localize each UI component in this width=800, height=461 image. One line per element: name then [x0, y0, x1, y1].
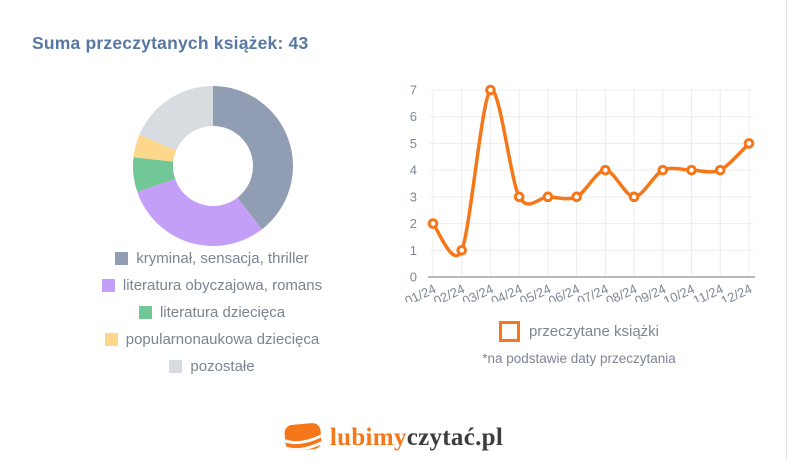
legend-label: kryminał, sensacja, thriller — [136, 250, 309, 267]
x-tick-label: 12/24 — [718, 281, 754, 302]
y-tick-label: 5 — [410, 136, 417, 151]
donut-slice — [213, 86, 293, 230]
data-point — [571, 191, 582, 203]
chart-footnote: *na podstawie daty przeczytania — [482, 351, 676, 366]
donut-legend-item[interactable]: literatura obyczajowa, romans — [101, 272, 323, 299]
x-tick-label: 10/24 — [661, 281, 697, 302]
legend-swatch — [169, 360, 183, 373]
logo-text-czytac: czytać.pl — [406, 423, 504, 451]
data-point — [542, 191, 554, 203]
y-tick-label: 2 — [410, 216, 417, 231]
data-point — [628, 191, 640, 203]
legend-swatch — [115, 252, 129, 265]
page-title: Suma przeczytanych książek: 43 — [32, 33, 309, 53]
y-tick-label: 0 — [410, 270, 417, 285]
legend-label: popularnonaukowa dziecięca — [125, 331, 320, 348]
data-point — [427, 218, 439, 229]
data-point — [657, 164, 669, 176]
page-right-border — [786, 0, 787, 461]
data-point — [485, 84, 496, 96]
logo-text-lubimy: lubimy — [329, 423, 407, 451]
donut-legend: kryminał, sensacja, thriller literatura o… — [0, 245, 424, 380]
donut-slice — [139, 86, 213, 151]
donut-legend-item[interactable]: kryminał, sensacja, thriller — [115, 245, 309, 272]
y-tick-label: 1 — [410, 243, 417, 258]
logo-text: lubimyczytać.pl — [330, 424, 503, 452]
donut-slice — [133, 134, 177, 162]
donut-slice — [132, 157, 176, 192]
line-legend-swatch — [498, 321, 520, 342]
data-point — [513, 191, 525, 203]
data-point — [600, 164, 611, 176]
books-stack-icon — [283, 423, 322, 452]
line-legend-label: przeczytane książki — [528, 323, 660, 340]
series-line — [431, 88, 751, 258]
y-tick-label: 3 — [410, 189, 417, 204]
data-point — [686, 164, 697, 176]
donut-legend-item[interactable]: pozostałe — [169, 353, 255, 380]
data-point — [743, 138, 755, 149]
donut-chart — [132, 86, 293, 247]
legend-label: literatura dziecięca — [159, 304, 286, 321]
data-point — [456, 244, 468, 256]
legend-swatch — [104, 333, 118, 346]
line-chart: 0123456701/2402/2403/2404/2405/2406/2407… — [402, 83, 755, 302]
site-logo[interactable]: lubimyczytać.pl — [0, 421, 786, 454]
legend-swatch — [138, 306, 152, 319]
legend-swatch — [101, 279, 115, 292]
data-point — [714, 164, 726, 176]
y-tick-label: 6 — [410, 109, 417, 124]
line-legend-item[interactable]: przeczytane książki — [393, 321, 765, 342]
donut-slice — [137, 178, 262, 247]
donut-legend-item[interactable]: popularnonaukowa dziecięca — [104, 326, 320, 353]
y-tick-label: 4 — [410, 163, 417, 178]
legend-label: literatura obyczajowa, romans — [122, 277, 323, 294]
donut-legend-item[interactable]: literatura dziecięca — [138, 299, 286, 326]
y-tick-label: 7 — [410, 83, 417, 98]
legend-label: pozostałe — [190, 358, 255, 375]
